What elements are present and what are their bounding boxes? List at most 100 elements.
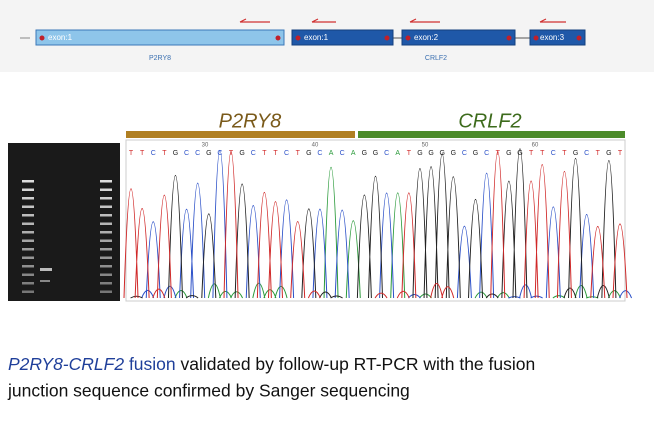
caption-text: validated by follow-up RT-PCR with the f… bbox=[181, 354, 536, 374]
base: G bbox=[428, 150, 433, 157]
base: G bbox=[473, 150, 478, 157]
gel-band bbox=[100, 282, 112, 285]
base: C bbox=[340, 150, 345, 157]
base: C bbox=[462, 150, 467, 157]
base: T bbox=[529, 150, 534, 157]
primer-arrows bbox=[239, 18, 566, 23]
base: T bbox=[129, 150, 134, 157]
trace bbox=[123, 150, 628, 299]
gel-band bbox=[22, 205, 34, 208]
exon bbox=[291, 29, 394, 46]
exon-label: exon:1 bbox=[48, 33, 73, 42]
chromatogram bbox=[125, 139, 626, 302]
base: C bbox=[384, 150, 389, 157]
gel-band bbox=[40, 268, 52, 271]
base: A bbox=[329, 150, 334, 157]
base: G bbox=[239, 150, 244, 157]
base: C bbox=[584, 150, 589, 157]
base: G bbox=[173, 150, 178, 157]
gel-band bbox=[22, 248, 34, 251]
base: G bbox=[306, 150, 311, 157]
gel-band bbox=[100, 214, 112, 217]
ruler-label: 50 bbox=[422, 143, 429, 149]
gene-label: P2RY8 bbox=[149, 55, 171, 62]
gel-band bbox=[100, 256, 112, 259]
gel-band bbox=[100, 239, 112, 242]
base: G bbox=[451, 150, 456, 157]
gel-band bbox=[22, 256, 34, 259]
ruler-label: 30 bbox=[202, 143, 209, 149]
base: C bbox=[195, 150, 200, 157]
base: T bbox=[540, 150, 545, 157]
gel-band bbox=[100, 231, 112, 234]
base: G bbox=[373, 150, 378, 157]
base: T bbox=[562, 150, 567, 157]
gel-band bbox=[22, 231, 34, 234]
gel-band bbox=[100, 188, 112, 191]
gel-band bbox=[100, 290, 112, 293]
base: T bbox=[262, 150, 267, 157]
trace bbox=[130, 148, 617, 299]
gel bbox=[8, 143, 120, 301]
base: T bbox=[596, 150, 601, 157]
caption-genes: P2RY8-CRLF2 bbox=[8, 354, 124, 374]
trace bbox=[174, 167, 621, 299]
base: T bbox=[618, 150, 623, 157]
segment-label: CRLF2 bbox=[458, 110, 521, 132]
base: T bbox=[273, 150, 278, 157]
exon bbox=[35, 29, 285, 46]
segment-bar bbox=[126, 131, 355, 138]
trace bbox=[141, 149, 633, 299]
base: A bbox=[395, 150, 400, 157]
gel-band bbox=[22, 214, 34, 217]
base: T bbox=[296, 150, 301, 157]
gel-band bbox=[22, 290, 34, 293]
base: C bbox=[184, 150, 189, 157]
gel-band bbox=[100, 265, 112, 268]
gel-band bbox=[100, 222, 112, 225]
segment-bar bbox=[358, 131, 625, 138]
segment-label: P2RY8 bbox=[219, 110, 282, 132]
base: G bbox=[506, 150, 511, 157]
gel-band bbox=[100, 273, 112, 276]
gene-label: CRLF2 bbox=[425, 55, 447, 62]
base: C bbox=[151, 150, 156, 157]
gel-band bbox=[22, 188, 34, 191]
base: C bbox=[251, 150, 256, 157]
base: T bbox=[162, 150, 167, 157]
exon-label: exon:2 bbox=[414, 33, 439, 42]
base: G bbox=[606, 150, 611, 157]
base: G bbox=[362, 150, 367, 157]
gel-band bbox=[22, 180, 34, 183]
exon-label: exon:1 bbox=[304, 33, 329, 42]
exon bbox=[529, 29, 586, 46]
base: G bbox=[573, 150, 578, 157]
base: G bbox=[439, 150, 444, 157]
base: C bbox=[317, 150, 322, 157]
gel-band bbox=[100, 248, 112, 251]
base: G bbox=[417, 150, 422, 157]
gel-band bbox=[22, 239, 34, 242]
base: A bbox=[351, 150, 356, 157]
gel-band bbox=[22, 282, 34, 285]
gel-band bbox=[100, 180, 112, 183]
base: C bbox=[551, 150, 556, 157]
exon bbox=[401, 29, 516, 46]
base: G bbox=[517, 150, 522, 157]
exon-ends bbox=[39, 35, 582, 41]
ruler-label: 60 bbox=[532, 143, 539, 149]
gel-band bbox=[22, 265, 34, 268]
base: T bbox=[140, 150, 145, 157]
gel-bands bbox=[22, 180, 112, 293]
ruler-label: 40 bbox=[312, 143, 319, 149]
base: T bbox=[407, 150, 412, 157]
base: T bbox=[229, 150, 234, 157]
base: C bbox=[217, 150, 222, 157]
gel-band bbox=[100, 205, 112, 208]
gel-band bbox=[40, 280, 50, 282]
gel-band bbox=[100, 197, 112, 200]
caption-fusion: fusion bbox=[129, 354, 176, 374]
